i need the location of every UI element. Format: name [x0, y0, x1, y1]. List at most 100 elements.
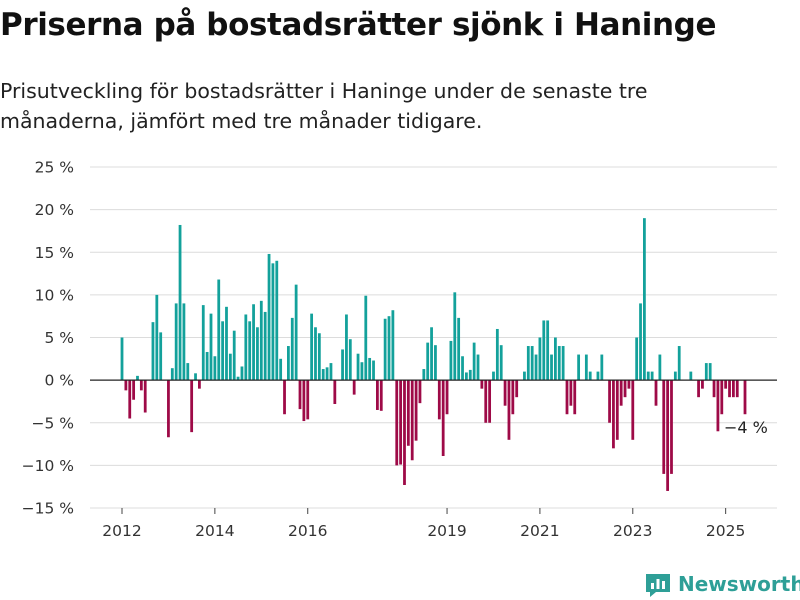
bar	[267, 253, 271, 381]
bar	[461, 356, 464, 381]
bar	[515, 380, 519, 398]
y-tick-label: 0 %	[44, 372, 74, 390]
bar	[376, 380, 379, 410]
x-tick-label: 2012	[102, 522, 141, 540]
bar	[217, 279, 221, 381]
bar	[263, 311, 267, 381]
bar	[712, 380, 716, 398]
bar	[348, 339, 352, 381]
bar	[561, 346, 565, 381]
bar	[306, 380, 310, 420]
bar	[414, 380, 418, 441]
bar	[360, 362, 364, 381]
bar	[379, 380, 383, 411]
bar	[724, 380, 728, 389]
bar	[290, 317, 294, 381]
bar	[298, 380, 302, 410]
newsworthy-logo: Newsworthy	[644, 570, 800, 598]
bar	[364, 295, 368, 381]
bar	[186, 363, 190, 381]
bar	[584, 354, 588, 381]
bar	[465, 372, 468, 381]
bar	[410, 380, 414, 461]
y-tick-label: 25 %	[35, 159, 74, 177]
bar	[232, 330, 236, 381]
bar	[244, 314, 248, 381]
bar	[170, 368, 174, 381]
bar	[190, 380, 194, 433]
bar	[259, 300, 263, 381]
bar	[430, 327, 433, 381]
bar	[457, 317, 461, 381]
bar	[554, 337, 557, 381]
bar	[314, 327, 317, 381]
bar	[677, 346, 681, 381]
bar	[194, 373, 197, 381]
bar	[426, 342, 430, 381]
bar	[511, 380, 515, 415]
x-tick-label: 2021	[520, 522, 559, 540]
bar	[403, 380, 406, 485]
bar	[279, 358, 283, 381]
bar	[406, 380, 410, 446]
bar	[735, 380, 739, 398]
bar	[557, 346, 561, 381]
bar	[345, 314, 348, 381]
bar	[368, 357, 372, 381]
bar	[492, 371, 495, 381]
y-tick-label: 15 %	[35, 244, 74, 262]
bar	[588, 371, 592, 381]
bar	[650, 371, 654, 381]
bar	[221, 321, 225, 381]
bar	[534, 354, 538, 381]
bar	[441, 380, 445, 456]
bar	[596, 371, 600, 381]
x-tick-label: 2023	[613, 522, 652, 540]
bar	[472, 342, 476, 381]
x-tick-label: 2025	[706, 522, 745, 540]
bar	[236, 376, 240, 381]
bar	[418, 380, 422, 404]
bar	[228, 353, 232, 381]
bar	[670, 380, 673, 474]
bar	[317, 333, 321, 381]
newsworthy-icon	[646, 574, 670, 597]
bar	[697, 380, 700, 398]
bar	[178, 224, 182, 381]
brand-name: Newsworthy	[678, 572, 800, 596]
bar	[643, 218, 646, 381]
bar	[538, 337, 542, 381]
bar	[395, 380, 399, 466]
bar	[569, 380, 573, 406]
bar	[732, 380, 735, 398]
x-tick-label: 2016	[288, 522, 327, 540]
bar	[631, 380, 635, 440]
bar	[434, 345, 437, 381]
bar	[391, 310, 395, 381]
x-tick-label: 2014	[195, 522, 234, 540]
bar	[399, 380, 403, 465]
bar	[321, 369, 325, 381]
bar	[689, 371, 693, 381]
x-tick-label: 2019	[427, 522, 466, 540]
bar	[128, 380, 132, 419]
bar	[608, 380, 611, 423]
bar	[654, 380, 658, 406]
chart-title: Priserna på bostadsrätter sjönk i Haning…	[0, 7, 717, 43]
y-tick-label: 20 %	[35, 201, 74, 219]
bar	[550, 354, 553, 381]
bar	[480, 380, 484, 389]
chart-subtitle: Prisutveckling för bostadsrätter i Hanin…	[0, 79, 648, 133]
bar	[503, 380, 507, 406]
bar	[716, 380, 720, 432]
bar	[612, 380, 615, 449]
y-tick-label: 10 %	[35, 286, 74, 304]
bar	[600, 354, 604, 381]
bar	[639, 303, 642, 381]
bar	[623, 380, 627, 398]
bar	[329, 363, 333, 381]
bar	[577, 354, 581, 381]
bar	[256, 327, 259, 381]
bar	[662, 380, 666, 474]
y-tick-label: 5 %	[44, 329, 74, 347]
